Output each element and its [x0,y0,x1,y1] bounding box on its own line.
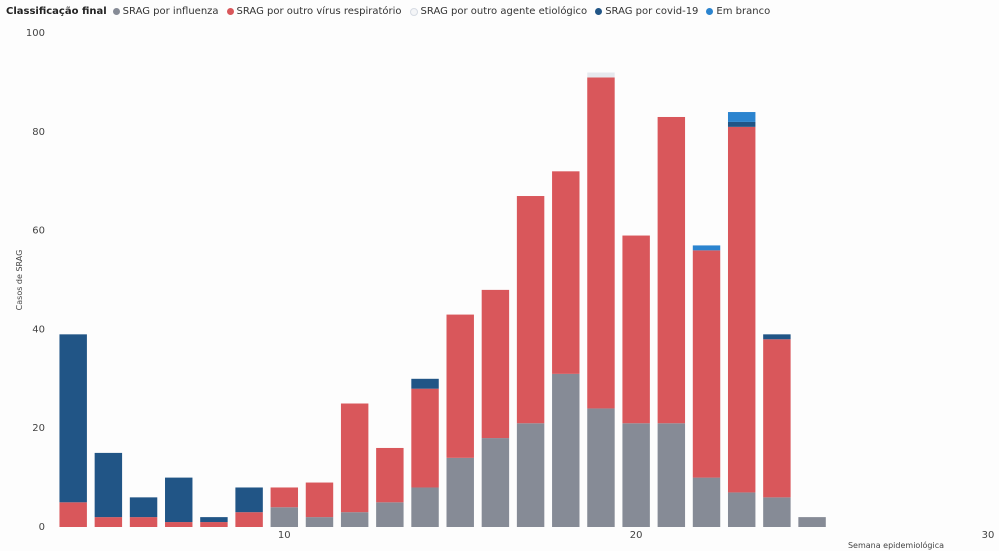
bar-srag-por-influenza[interactable] [798,517,826,527]
legend: Classificação final SRAG por influenza S… [6,6,778,17]
bar-srag-por-covid-19[interactable] [59,334,87,503]
legend-swatch-covid [595,8,603,15]
y-tick-label: 20 [32,423,45,434]
bar-srag-por-outro-virus-respiratorio[interactable] [94,517,123,527]
bar-srag-por-outro-virus-respiratorio[interactable] [411,388,439,488]
x-axis: 10 20 30 [278,530,994,541]
x-tick-label: 30 [982,530,995,541]
bar-srag-por-outro-virus-respiratorio[interactable] [516,196,545,424]
bar-srag-por-outro-virus-respiratorio[interactable] [552,171,580,374]
bar-srag-por-outro-virus-respiratorio[interactable] [692,250,721,478]
bar-srag-por-influenza[interactable] [481,438,510,527]
legend-label-influenza: SRAG por influenza [122,6,219,17]
bar-srag-por-influenza[interactable] [587,408,615,527]
y-tick-label: 60 [32,226,45,237]
y-tick-label: 100 [26,28,45,39]
bar-srag-por-outro-virus-respiratorio[interactable] [446,314,474,458]
bar-srag-por-influenza[interactable] [411,487,439,527]
bar-srag-por-influenza[interactable] [692,477,721,527]
bar-srag-por-outro-virus-respiratorio[interactable] [727,126,756,493]
bar-srag-por-influenza[interactable] [552,373,580,527]
legend-label-outro-agente: SRAG por outro agente etiológico [420,6,588,17]
x-tick-label: 20 [630,530,643,541]
bar-srag-por-covid-19[interactable] [727,121,756,127]
y-axis-title: Casos de SRAG [15,250,24,311]
legend-label-outro-virus: SRAG por outro vírus respiratório [236,6,402,17]
bar-srag-por-covid-19[interactable] [200,517,228,523]
legend-swatch-influenza [112,8,120,15]
bar-srag-por-influenza[interactable] [305,517,334,527]
bar-srag-por-influenza[interactable] [270,507,299,527]
legend-item-covid[interactable]: SRAG por covid-19 [595,6,698,17]
legend-label-covid: SRAG por covid-19 [605,6,699,17]
bar-srag-por-influenza[interactable] [727,492,756,527]
bar-srag-por-influenza[interactable] [622,423,650,527]
legend-label-em-branco: Em branco [716,6,771,17]
bar-srag-por-outro-virus-respiratorio[interactable] [340,403,369,513]
x-tick-label: 10 [278,530,291,541]
bar-srag-por-outro-virus-respiratorio[interactable] [763,339,791,498]
bar-srag-por-influenza[interactable] [763,497,791,527]
legend-item-em-branco[interactable]: Em branco [706,6,770,17]
bar-srag-por-outro-virus-respiratorio[interactable] [587,77,615,409]
bar-srag-por-influenza[interactable] [340,512,369,527]
bar-srag-por-covid-19[interactable] [94,452,123,518]
bar-srag-por-covid-19[interactable] [763,334,791,340]
bar-srag-por-outro-virus-respiratorio[interactable] [305,482,334,518]
legend-item-influenza[interactable]: SRAG por influenza [112,6,219,17]
bars-group [59,72,826,527]
bar-em-branco[interactable] [727,112,756,122]
y-axis: 0 20 40 60 80 100 [26,28,45,533]
legend-swatch-em-branco [706,8,714,15]
legend-swatch-outro-virus [226,8,234,15]
bar-srag-por-outro-virus-respiratorio[interactable] [165,522,193,527]
bar-srag-por-influenza[interactable] [657,423,686,527]
bar-srag-por-outro-virus-respiratorio[interactable] [129,517,158,527]
legend-swatch-outro-agente [409,7,418,16]
legend-title: Classificação final [6,6,107,17]
bar-srag-por-covid-19[interactable] [235,487,263,513]
bar-srag-por-outro-virus-respiratorio[interactable] [481,289,510,439]
bar-srag-por-outro-virus-respiratorio[interactable] [59,502,87,527]
y-tick-label: 40 [32,324,45,335]
bar-srag-por-outro-virus-respiratorio[interactable] [235,512,263,527]
bar-srag-por-outro-virus-respiratorio[interactable] [376,447,404,503]
bar-srag-por-outro-virus-respiratorio[interactable] [657,116,686,424]
legend-item-outro-virus[interactable]: SRAG por outro vírus respiratório [226,6,402,17]
legend-item-outro-agente[interactable]: SRAG por outro agente etiológico [409,6,588,17]
bar-srag-por-influenza[interactable] [516,423,545,527]
bar-srag-por-outro-virus-respiratorio[interactable] [200,522,228,527]
bar-srag-por-outro-virus-respiratorio[interactable] [622,235,650,424]
bar-srag-por-influenza[interactable] [446,457,474,527]
bar-srag-por-covid-19[interactable] [411,378,439,389]
bar-srag-por-influenza[interactable] [376,502,404,527]
bar-srag-por-covid-19[interactable] [165,477,193,523]
y-tick-label: 80 [32,127,45,138]
x-axis-title: Semana epidemiológica [848,540,944,550]
bar-srag-por-covid-19[interactable] [129,497,158,518]
bar-srag-por-outro-virus-respiratorio[interactable] [270,487,299,508]
bar-srag-por-outro-agente-etiologico[interactable] [587,72,615,78]
y-tick-label: 0 [39,522,45,533]
bar-em-branco[interactable] [692,245,721,251]
